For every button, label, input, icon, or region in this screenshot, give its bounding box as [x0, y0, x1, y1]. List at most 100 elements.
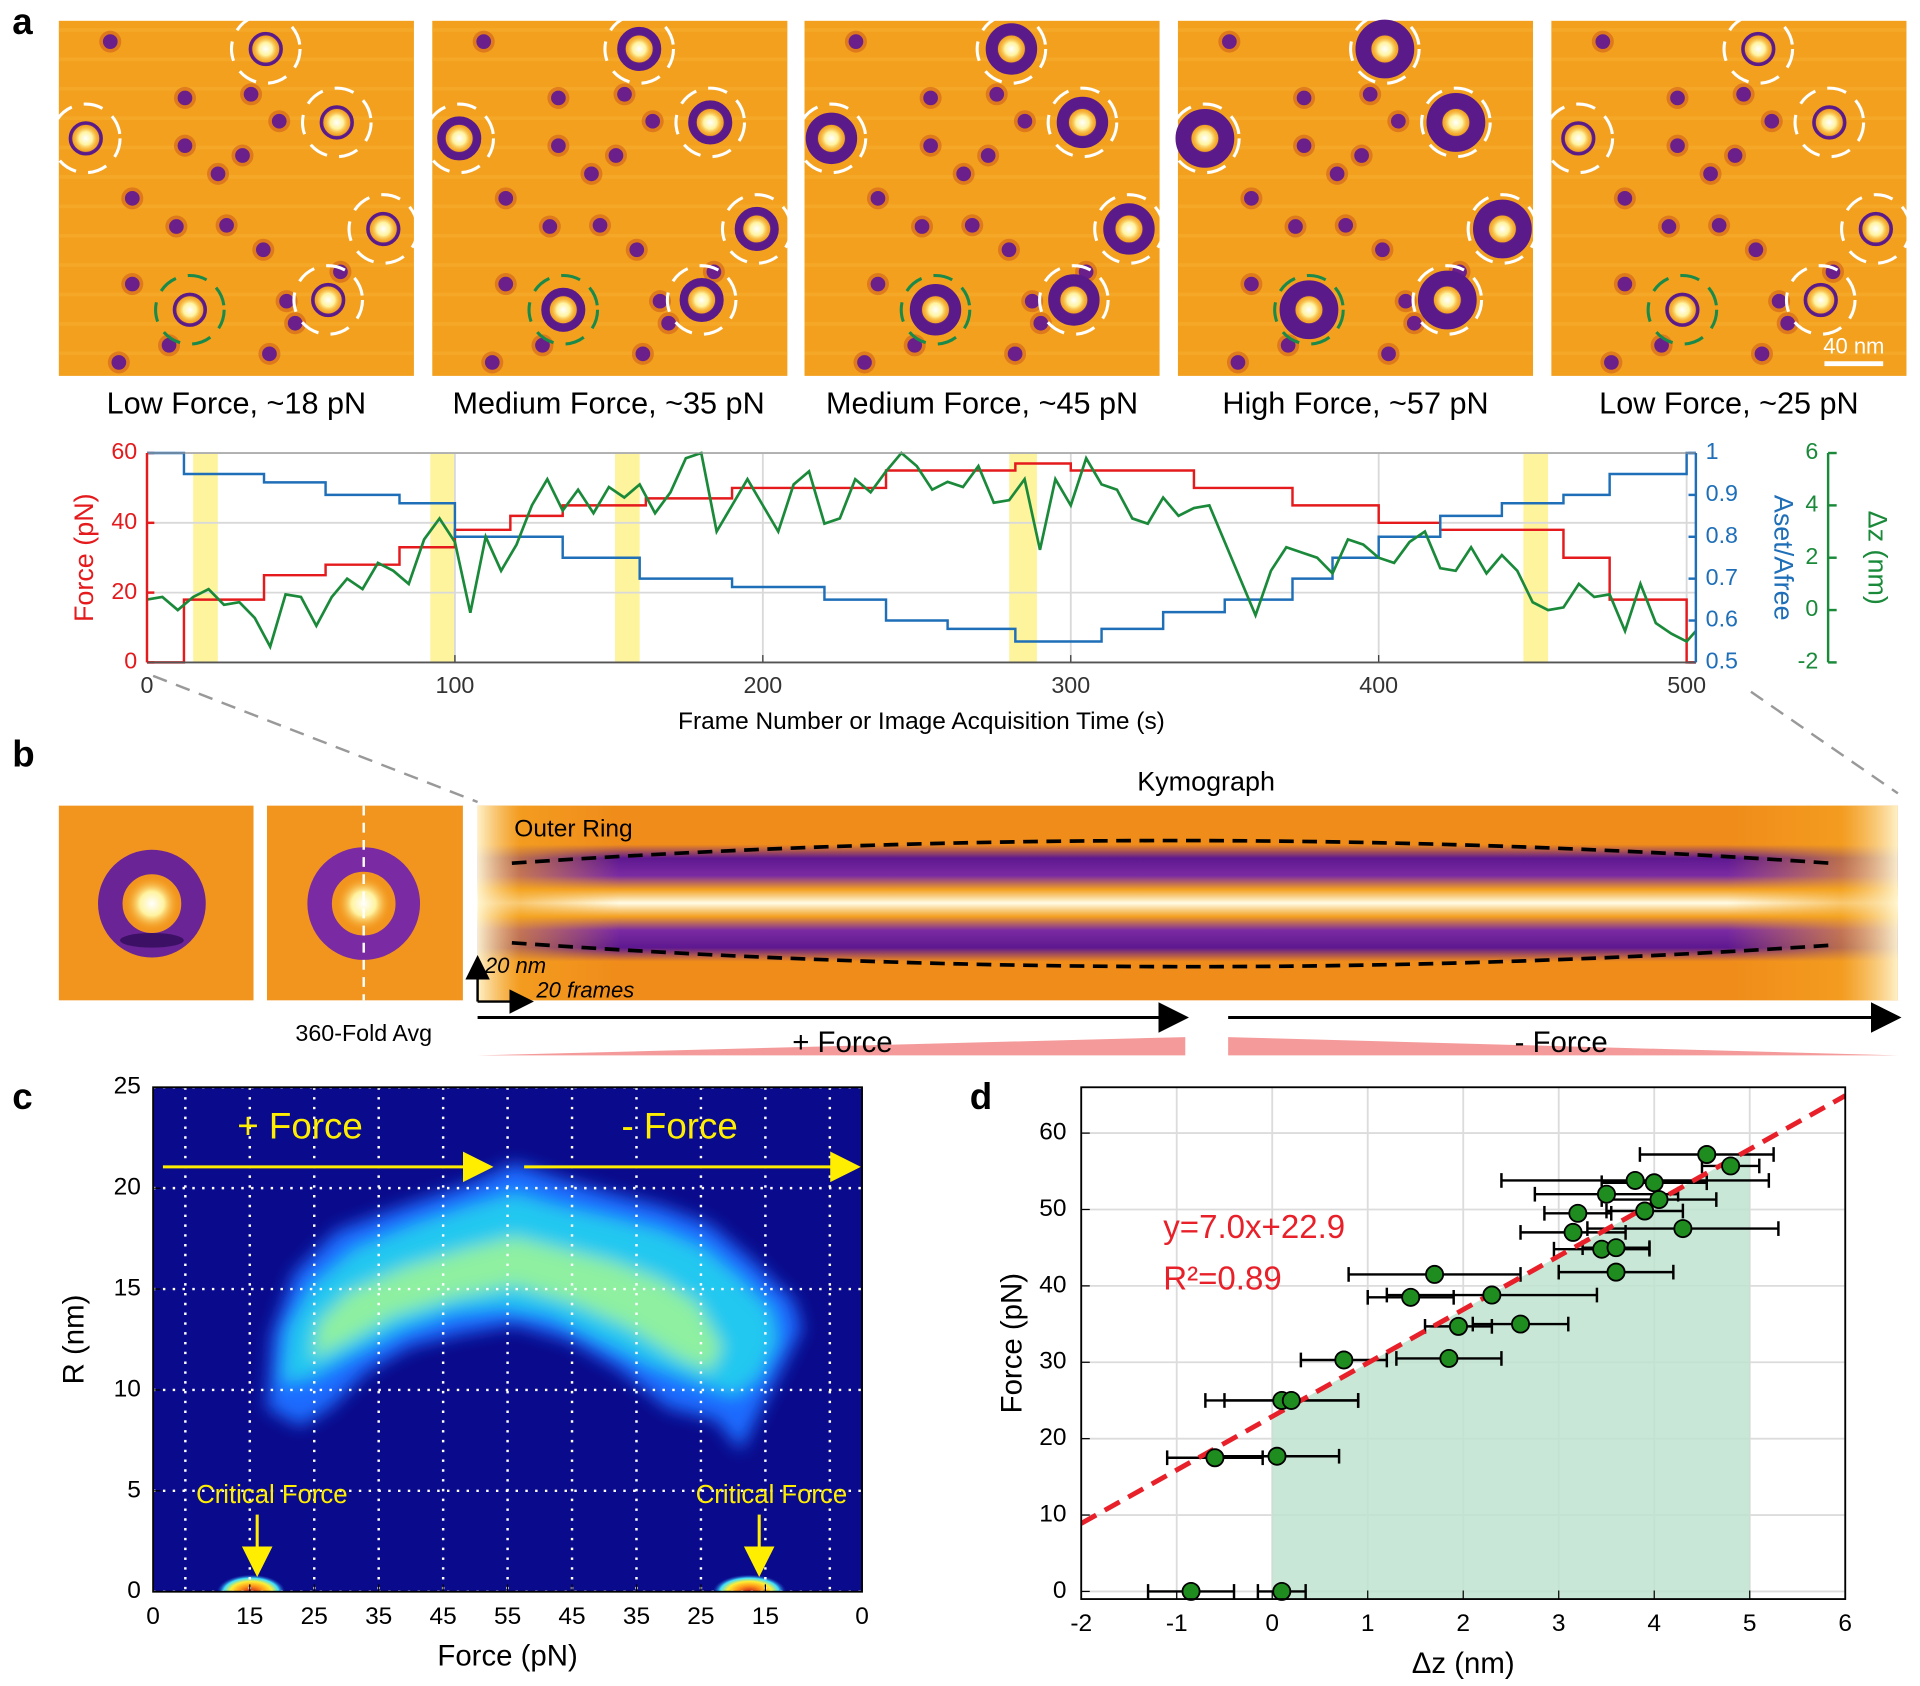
pore-core [1563, 123, 1594, 154]
particle [1017, 113, 1033, 129]
particle [584, 166, 599, 182]
x-tick-label: 25 [687, 1603, 714, 1630]
force-label: - Force [1515, 1026, 1608, 1059]
pore-marker [292, 264, 365, 336]
pore-marker [1840, 193, 1912, 265]
particle [914, 219, 930, 234]
pore-marker [795, 102, 868, 175]
x-tick-label: 0 [141, 672, 154, 698]
scan-line [1551, 351, 1907, 356]
scan-line [432, 86, 788, 91]
pore-marker [674, 86, 747, 159]
x-tick-label: 1 [1361, 1610, 1375, 1637]
y-tick-label: 5 [127, 1476, 141, 1503]
y-tick-label: 0 [124, 648, 137, 674]
y3-tick-label: 2 [1805, 543, 1818, 569]
hot-spot [216, 1574, 286, 1592]
pore-core [71, 123, 101, 154]
particle [1754, 346, 1770, 362]
pore-marker [665, 264, 738, 336]
particle [635, 346, 651, 362]
scan-line [432, 204, 788, 209]
kymograph-edge [477, 805, 1898, 1001]
pore-marker [1542, 102, 1615, 175]
annotation: Critical Force [196, 1481, 347, 1509]
particle [1222, 34, 1237, 49]
y-axis-label: Force (pN) [69, 493, 99, 622]
scan-line [1177, 322, 1534, 326]
data-point [1606, 1262, 1626, 1282]
scan-line [58, 204, 414, 209]
data-point [1568, 1203, 1588, 1223]
pore-marker [49, 102, 122, 175]
particle [161, 337, 177, 353]
particle [645, 113, 661, 129]
data-point [1563, 1222, 1583, 1242]
scan-line [804, 322, 1160, 326]
density [216, 1163, 803, 1592]
pore-ring [319, 105, 354, 140]
shaded-region [1272, 1149, 1750, 1600]
particle [124, 276, 140, 292]
scan-line [58, 116, 414, 120]
particle [279, 293, 294, 309]
panel-label: c [12, 1076, 32, 1117]
y-axis-label: R (nm) [58, 1295, 91, 1385]
data-point [1439, 1348, 1459, 1368]
particle [1670, 138, 1685, 154]
particle [1654, 337, 1669, 353]
pore-ring [1279, 280, 1339, 340]
scan-line [1177, 292, 1534, 297]
particle [287, 315, 303, 331]
y3-tick-label: 4 [1805, 491, 1818, 517]
pore-ring [437, 116, 482, 161]
scan-line [804, 28, 1160, 32]
pore-marker [347, 193, 420, 265]
data-point [1596, 1184, 1616, 1204]
pore-marker [1793, 86, 1866, 159]
ring-trace [511, 940, 1831, 969]
scan-line [432, 351, 788, 356]
pore-core [1067, 107, 1098, 138]
y-tick-label: 50 [1039, 1195, 1066, 1222]
pore-core [1814, 107, 1845, 138]
pore-ring [1103, 203, 1155, 255]
particle [177, 90, 193, 106]
scan-line [58, 233, 414, 238]
particle [1362, 86, 1378, 102]
scan-line [58, 292, 414, 297]
pore-ring [1741, 31, 1776, 67]
particle [235, 148, 250, 163]
particle [1244, 191, 1259, 206]
data-point [1425, 1264, 1445, 1284]
afm-images [49, 13, 1912, 376]
particle [1296, 138, 1312, 154]
particle [989, 86, 1005, 102]
pore-marker [423, 102, 496, 175]
particle [243, 86, 259, 102]
particle [857, 355, 872, 370]
x-tick-label: 6 [1838, 1610, 1852, 1637]
zoom-line [1750, 690, 1899, 795]
series-line [146, 451, 1697, 651]
scan-line [1551, 28, 1907, 32]
x-tick-label: 300 [1051, 672, 1090, 698]
particle [617, 86, 632, 102]
scan-line [432, 322, 788, 326]
x-tick-label: 3 [1552, 1610, 1566, 1637]
pore-ring [734, 206, 779, 252]
scan-line [804, 175, 1160, 179]
density-contour [281, 1193, 778, 1396]
particle [1230, 355, 1246, 370]
scan-line [1551, 292, 1907, 297]
pore-core [251, 34, 281, 64]
pore-marker [1420, 86, 1492, 159]
particle [177, 138, 193, 154]
fit-equation: y=7.0x+22.9 [1163, 1209, 1345, 1246]
y-tick-label: 10 [114, 1375, 141, 1402]
annotation: + Force [237, 1106, 363, 1147]
image-background [58, 20, 414, 376]
x-tick-label: 5 [1743, 1610, 1757, 1637]
y3-tick-label: -2 [1798, 648, 1819, 674]
particle [551, 90, 566, 106]
